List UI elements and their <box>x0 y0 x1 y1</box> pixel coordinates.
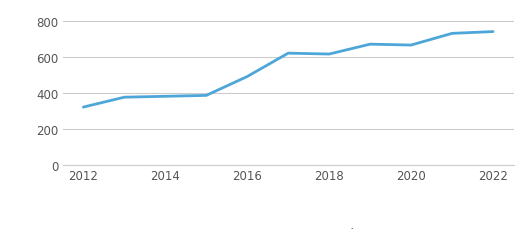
Western Center Academy <box>203 95 210 97</box>
Western Center Academy <box>162 95 168 98</box>
Western Center Academy <box>80 106 86 109</box>
Western Center Academy <box>449 33 455 35</box>
Line: Western Center Academy: Western Center Academy <box>83 33 493 108</box>
Western Center Academy <box>490 31 496 34</box>
Western Center Academy <box>408 44 414 47</box>
Western Center Academy <box>121 96 127 99</box>
Western Center Academy <box>326 53 332 56</box>
Legend: Western Center Academy: Western Center Academy <box>197 227 379 229</box>
Western Center Academy <box>367 44 373 46</box>
Western Center Academy <box>244 76 250 79</box>
Western Center Academy <box>285 52 291 55</box>
